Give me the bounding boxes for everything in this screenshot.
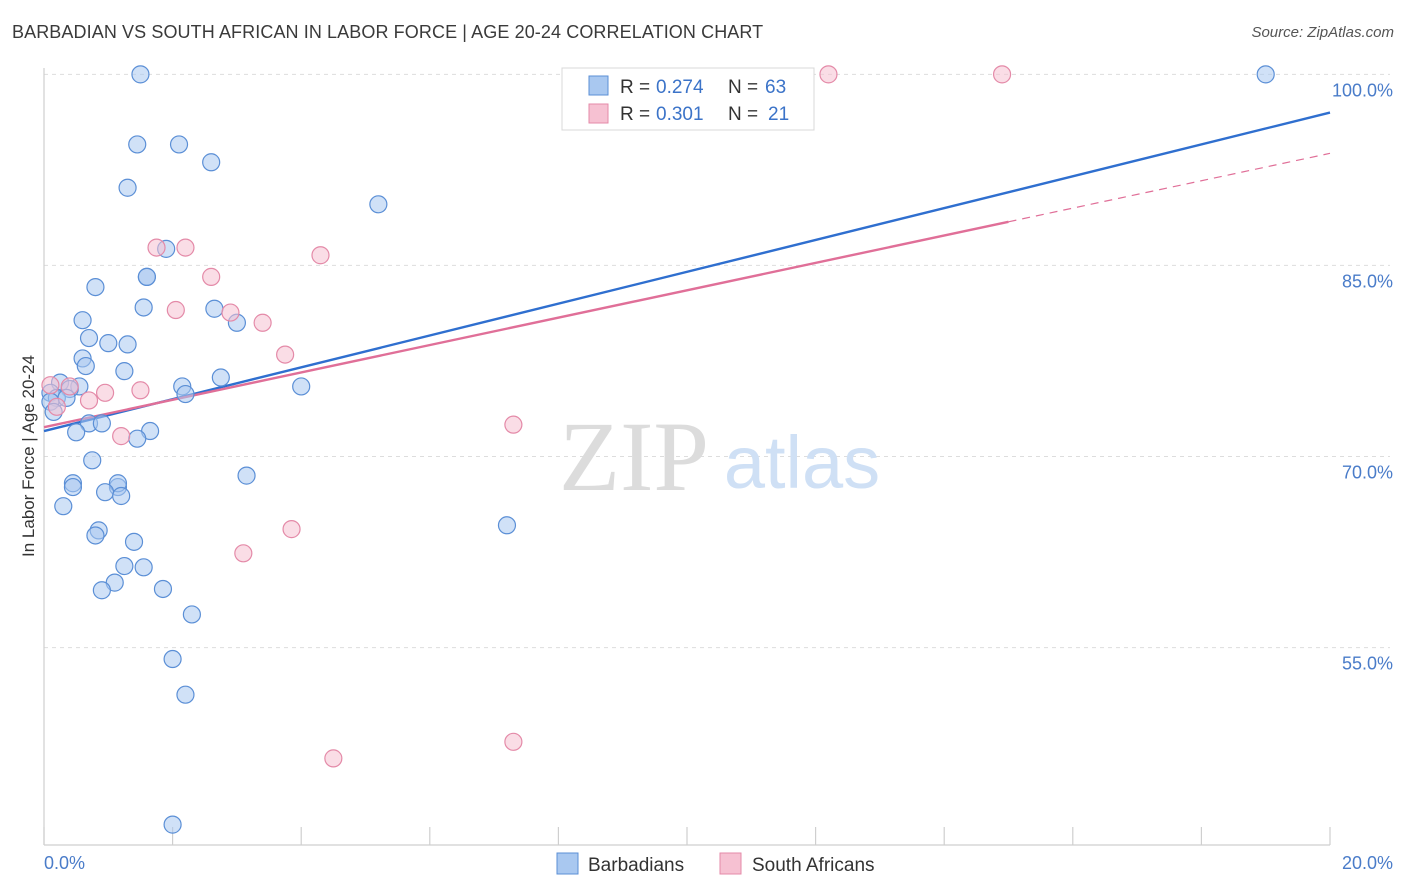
south-african-point-2 (147, 238, 166, 257)
south-african-point-17 (112, 427, 131, 446)
x-tick-marks (43, 827, 1331, 845)
south-african-point-1 (992, 65, 1012, 84)
south-african-point-8 (253, 313, 272, 332)
source-credit: Source: ZipAtlas.com (1251, 24, 1394, 41)
barbadian-point-11 (134, 298, 153, 317)
y-tick-label-2: 85.0% (1342, 271, 1393, 291)
barbadian-point-54 (92, 581, 111, 600)
south-african-point-16 (504, 415, 523, 434)
series-legend: Barbadians South Africans (556, 852, 875, 876)
barbadian-point-9 (137, 267, 156, 286)
barbadian-point-16 (99, 334, 118, 353)
y-axis-label: In Labor Force | Age 20-24 (19, 355, 38, 557)
barbadian-point-17 (118, 335, 137, 354)
south-african-point-12 (131, 381, 150, 400)
barbadian-point-0 (131, 65, 150, 84)
legend-n-value-1: 63 (765, 77, 786, 98)
barbadian-point-26 (292, 377, 311, 396)
data-points (41, 65, 1275, 834)
x-tick-labels: 0.0% 20.0% (44, 853, 1393, 873)
y-tick-label-0: 55.0% (1342, 654, 1393, 674)
south-african-point-20 (504, 732, 523, 751)
barbadian-point-2 (128, 135, 147, 154)
barbadian-point-34 (92, 414, 111, 433)
trend-line-0 (43, 111, 1331, 433)
barbadian-point-38 (83, 451, 102, 470)
south-african-point-21 (324, 749, 343, 768)
barbadian-point-10 (86, 277, 105, 297)
y-tick-label-1: 70.0% (1342, 463, 1393, 483)
y-tick-labels: 55.0% 70.0% 85.0% 100.0% (1332, 80, 1393, 673)
barbadian-point-50 (124, 532, 144, 551)
south-african-point-19 (234, 544, 253, 563)
x-tick-label-0: 0.0% (44, 853, 85, 873)
legend-r-label-2: R = (620, 104, 650, 125)
barbadian-point-27 (176, 384, 195, 404)
barbadian-point-19 (76, 356, 95, 376)
series-legend-swatch-south-africans (719, 852, 742, 875)
legend-swatch-south-africans (588, 103, 609, 124)
south-african-point-7 (221, 303, 240, 322)
watermark: ZIP atlas (559, 401, 880, 512)
barbadian-point-21 (211, 368, 230, 387)
barbadian-point-1 (1256, 65, 1275, 84)
barbadian-point-46 (54, 497, 73, 516)
barbadian-point-47 (497, 516, 517, 535)
barbadian-point-5 (118, 178, 137, 197)
series-legend-swatch-barbadians (556, 852, 579, 875)
chart-title: BARBADIAN VS SOUTH AFRICAN IN LABOR FORC… (12, 22, 764, 42)
legend-r-label-1: R = (620, 77, 650, 98)
barbadian-point-37 (128, 429, 147, 448)
south-african-point-9 (276, 345, 295, 364)
barbadian-point-51 (115, 556, 134, 576)
south-african-point-15 (47, 397, 66, 416)
south-african-point-11 (60, 377, 79, 396)
barbadian-point-20 (115, 362, 134, 381)
legend-n-value-2: 21 (768, 104, 789, 125)
south-african-point-0 (819, 65, 838, 84)
legend-swatch-barbadians (588, 75, 609, 96)
barbadian-point-55 (153, 579, 173, 599)
barbadian-point-13 (73, 311, 92, 330)
barbadian-point-41 (63, 477, 83, 497)
legend-n-label-1: N = (728, 77, 758, 98)
south-african-point-4 (311, 246, 330, 265)
barbadian-point-4 (202, 153, 221, 172)
trend-lines (43, 111, 1331, 433)
watermark-atlas: atlas (724, 421, 880, 504)
barbadian-point-58 (176, 685, 195, 704)
south-african-point-13 (95, 383, 115, 402)
barbadian-point-3 (169, 135, 189, 154)
barbadian-point-45 (112, 486, 131, 506)
series-legend-label-south-africans: South Africans (752, 855, 875, 876)
barbadian-point-59 (163, 815, 182, 834)
south-african-point-3 (176, 238, 195, 257)
series-legend-label-barbadians: Barbadians (588, 855, 684, 876)
watermark-zip: ZIP (559, 401, 709, 512)
y-tick-label-3: 100.0% (1332, 80, 1393, 100)
stats-legend: R = 0.274 N = 63 R = 0.301 N = 21 (561, 67, 815, 131)
barbadian-point-49 (86, 526, 105, 545)
south-african-point-18 (282, 520, 301, 539)
barbadian-point-6 (369, 195, 388, 214)
south-african-point-14 (79, 391, 99, 410)
legend-r-value-2: 0.301 (656, 104, 704, 125)
barbadian-point-39 (237, 466, 256, 485)
barbadian-point-12 (205, 299, 224, 318)
barbadian-point-56 (182, 605, 201, 624)
barbadian-point-52 (134, 558, 153, 577)
barbadian-point-15 (79, 328, 99, 348)
trend-line-1 (43, 220, 1009, 429)
legend-n-label-2: N = (728, 104, 758, 125)
south-african-point-10 (41, 376, 60, 395)
south-african-point-6 (166, 300, 185, 320)
barbadian-point-57 (163, 649, 182, 669)
trend-line-extension-1 (1008, 152, 1331, 223)
x-tick-label-1: 20.0% (1342, 853, 1393, 873)
barbadian-point-36 (67, 423, 86, 442)
south-african-point-5 (202, 267, 221, 286)
legend-r-value-1: 0.274 (656, 77, 704, 98)
barbadian-point-44 (95, 483, 115, 502)
